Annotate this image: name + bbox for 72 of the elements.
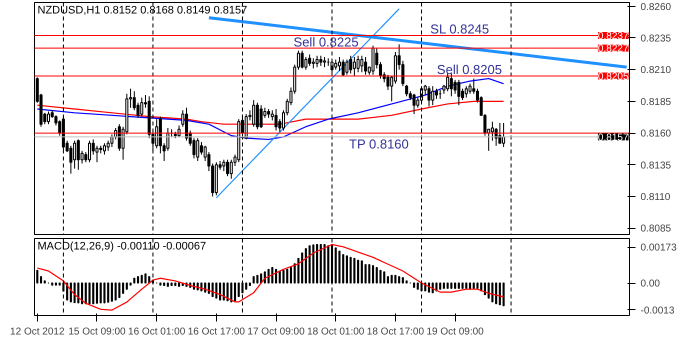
candlestick <box>196 138 200 162</box>
annotation: SL 0.8245 <box>430 22 490 37</box>
candlestick <box>102 142 106 156</box>
candlestick <box>360 55 364 73</box>
candlestick <box>468 83 472 94</box>
candlestick <box>316 55 319 68</box>
y-tick-label: 0.8260 <box>640 2 672 13</box>
candlestick <box>412 93 416 115</box>
line-series <box>36 244 504 311</box>
y-tick-label: 0.8210 <box>640 65 672 76</box>
candlestick <box>260 104 263 129</box>
candlestick <box>304 56 308 70</box>
candlestick <box>431 86 434 106</box>
x-tick-label: 19 Oct 09:00 <box>426 326 484 338</box>
candlestick <box>446 72 450 92</box>
y-tick-label: 0.8110 <box>640 192 671 203</box>
candlestick <box>256 102 259 130</box>
y-tick-label: 0.00173 <box>640 242 678 254</box>
y-tick-label: 0.8135 <box>640 160 672 172</box>
candlestick <box>323 56 326 68</box>
ref-line-label: 0.8237 <box>598 30 629 42</box>
y-tick-label: 0.8235 <box>640 33 672 44</box>
candlestick <box>338 56 341 72</box>
line-series <box>36 78 504 140</box>
candlestick <box>386 74 390 90</box>
candlestick <box>427 86 431 107</box>
ref-line-label: 0.8157 <box>598 132 629 144</box>
candlestick <box>364 56 368 76</box>
candlestick <box>73 140 76 170</box>
candlestick <box>106 140 110 152</box>
candlestick <box>450 72 453 97</box>
y-tick-label: 0.00 <box>640 278 660 290</box>
candlestick <box>140 97 144 118</box>
candlestick <box>312 58 315 69</box>
y-tick-label: 0.8185 <box>640 96 672 108</box>
candlestick <box>349 55 352 74</box>
candlestick <box>356 55 360 73</box>
candlestick <box>308 54 312 66</box>
annotation: Sell 0.8205 <box>436 62 502 77</box>
x-tick-label: 17 Oct 09:00 <box>247 326 306 338</box>
candlestick <box>46 111 50 125</box>
y-tick-label: 0.8160 <box>640 128 672 140</box>
x-tick-label: 16 Oct 17:00 <box>188 326 246 338</box>
candlestick <box>274 108 278 132</box>
candlestick <box>434 88 438 100</box>
x-tick-label: 15 Oct 09:00 <box>68 326 126 338</box>
annotation: TP 0.8160 <box>349 136 409 152</box>
x-tick-label: 16 Oct 01:00 <box>128 326 186 338</box>
x-tick-label: 18 Oct 17:00 <box>366 326 424 338</box>
candlestick <box>226 159 230 177</box>
ref-line-label: 0.8205 <box>598 72 629 83</box>
chart-title: MACD(12,26,9) -0.00110 -0.00067 <box>38 240 206 252</box>
candlestick <box>192 138 196 159</box>
candlestick <box>372 45 375 76</box>
candlestick <box>345 59 348 76</box>
candlestick <box>222 159 226 172</box>
candlestick <box>252 100 256 128</box>
candlestick <box>342 59 345 77</box>
candlestick <box>457 79 460 106</box>
chart-title: NZDUSD,H1 0.8152 0.8168 0.8149 0.8157 <box>38 4 248 16</box>
y-tick-label: -0.0013 <box>640 305 675 316</box>
candlestick <box>352 56 356 77</box>
candlestick <box>88 140 92 163</box>
candlestick <box>405 84 408 97</box>
x-tick-label: 18 Oct 01:00 <box>307 326 365 338</box>
annotation: Sell 0.8225 <box>294 34 359 50</box>
candlestick <box>300 50 304 69</box>
y-tick-label: 0.8085 <box>640 224 672 235</box>
candlestick <box>464 86 468 98</box>
candlestick <box>319 55 322 66</box>
x-tick-label: 12 Oct 2012 <box>10 326 65 338</box>
candlestick <box>76 138 80 170</box>
